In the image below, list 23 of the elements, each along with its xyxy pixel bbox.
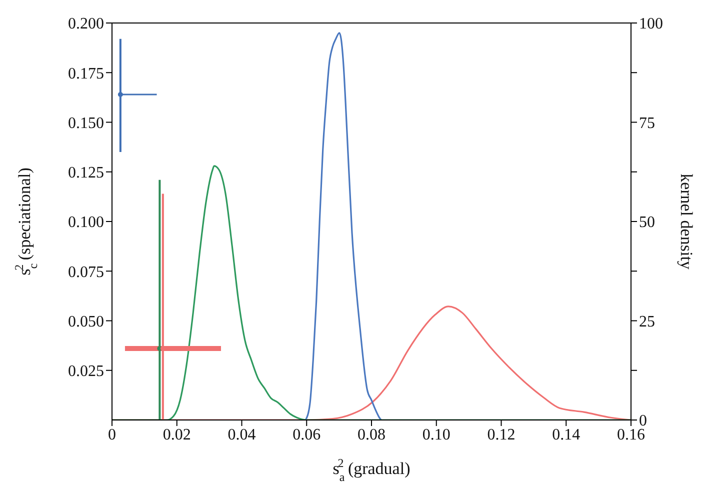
- y2-tick-label: 100: [639, 16, 663, 33]
- y-tick-label: 0.200: [68, 16, 104, 33]
- x-tick-label: 0.12: [487, 426, 516, 444]
- y2-tick-label: 25: [639, 313, 655, 330]
- x-tick-label: 0.06: [292, 426, 321, 444]
- x-tick-label: 0.08: [358, 426, 386, 444]
- y2-tick-label: 75: [639, 114, 655, 132]
- y2-axis-title: kernel density: [677, 174, 696, 270]
- y-tick-label: 0.025: [68, 363, 104, 380]
- y-tick-label: 0.125: [68, 164, 104, 182]
- y-tick-label: 0.150: [68, 114, 104, 132]
- x-tick-label: 0: [108, 426, 116, 444]
- x-tick-label: 0.02: [162, 426, 191, 444]
- x-tick-label: 0.10: [422, 426, 450, 444]
- y-tick-label: 0.100: [68, 214, 104, 232]
- y-tick-label: 0.050: [68, 313, 104, 330]
- y-tick-label: 0.175: [68, 65, 104, 82]
- x-tick-label: 0.14: [552, 426, 580, 444]
- x-axis-title: s$_{a}$$^{2}$ (gradual): [332, 456, 410, 484]
- x-tick-label: 0.04: [228, 426, 256, 444]
- line-series: [304, 32, 382, 420]
- y-tick-label: 0.075: [68, 264, 104, 281]
- y2-tick-label: 50: [639, 214, 655, 232]
